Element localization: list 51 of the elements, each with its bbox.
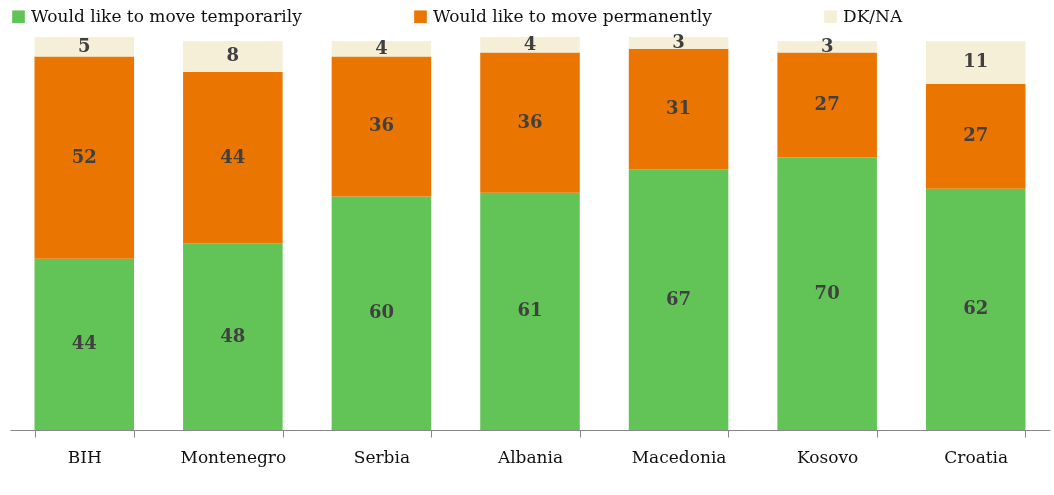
bar — [777, 157, 877, 430]
bar — [925, 40, 1026, 84]
x-tick-label: Kosovo — [797, 446, 859, 467]
x-tick-label: Serbia — [353, 446, 411, 467]
data-label: 48 — [220, 324, 246, 346]
legend-label: Would like to move permanently — [433, 5, 713, 26]
x-tick-label: BIH — [67, 446, 102, 467]
data-label: 61 — [517, 299, 543, 321]
bar — [34, 56, 135, 259]
legend-label: Would like to move temporarily — [31, 5, 303, 26]
bar — [925, 188, 1026, 430]
data-label: 62 — [963, 297, 989, 319]
data-label: 44 — [220, 145, 246, 167]
bar — [34, 37, 135, 57]
data-label: 36 — [368, 114, 394, 136]
x-tick-label: Croatia — [944, 446, 1009, 467]
bar — [183, 72, 283, 244]
data-label: 52 — [71, 145, 97, 167]
bar — [628, 169, 729, 430]
bar — [480, 37, 580, 53]
data-label: 3 — [820, 34, 834, 56]
data-label: 8 — [226, 44, 240, 66]
data-label: 67 — [666, 287, 692, 309]
data-label: 36 — [517, 110, 543, 132]
data-label: 27 — [963, 124, 989, 146]
legend-label: DK/NA — [843, 5, 903, 26]
bar — [628, 48, 729, 170]
bar — [331, 196, 432, 430]
bar — [777, 52, 877, 158]
bar — [777, 40, 877, 53]
data-label: 4 — [523, 32, 537, 54]
bar — [480, 192, 580, 430]
bar — [925, 83, 1026, 189]
x-tick-label: Montenegro — [180, 446, 287, 467]
x-tick-label: Albania — [496, 446, 564, 467]
data-label: 70 — [814, 281, 840, 303]
bar — [34, 258, 135, 430]
x-tick-label: Macedonia — [631, 446, 727, 467]
data-label: 3 — [672, 30, 685, 52]
data-label: 60 — [368, 301, 394, 323]
bar — [183, 243, 283, 430]
data-label: 31 — [666, 96, 692, 118]
bar — [331, 56, 432, 197]
data-label: 5 — [78, 34, 91, 56]
data-label: 27 — [814, 93, 840, 115]
data-label: 11 — [963, 50, 989, 72]
bar — [183, 40, 283, 73]
data-label: 44 — [71, 332, 97, 354]
bar — [480, 52, 580, 193]
bar — [331, 40, 432, 57]
data-label: 4 — [375, 36, 388, 58]
